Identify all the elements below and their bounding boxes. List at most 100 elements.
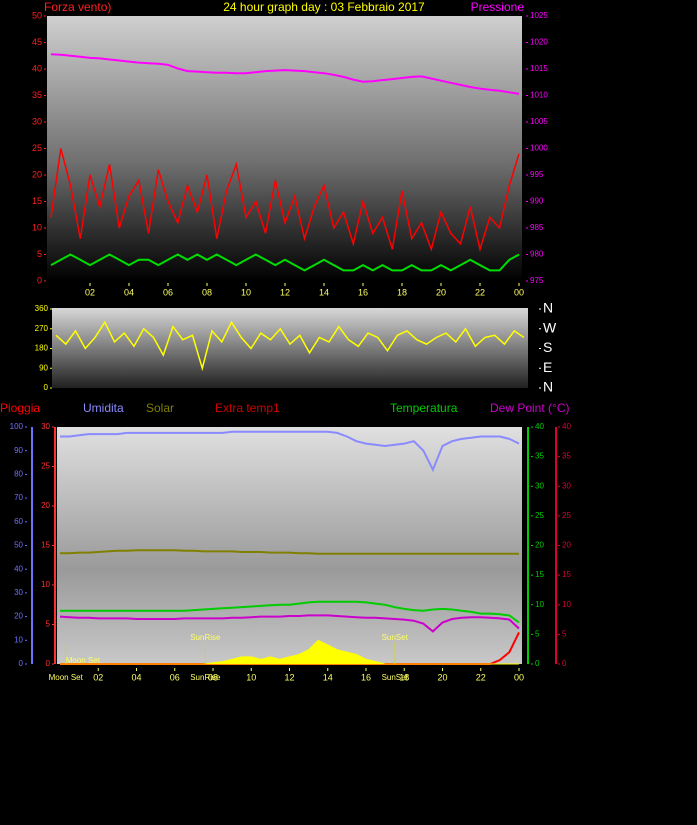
y-tick-label: 5 — [562, 629, 567, 638]
x-tick-label: 14 — [323, 672, 333, 682]
series-line — [60, 600, 520, 624]
annotation: Moon Set — [66, 656, 101, 665]
annotation: SunRise — [190, 673, 221, 682]
series-line — [60, 430, 520, 473]
x-tick-label: 20 — [437, 672, 447, 682]
y-tick-label: 975 — [530, 276, 544, 285]
y-tick-label: 25 — [535, 511, 544, 520]
legend-label: Pioggia — [0, 401, 40, 415]
y-tick-label: 10 — [32, 222, 42, 232]
x-tick-label: 12 — [280, 287, 290, 297]
y-tick-label: W — [543, 319, 557, 335]
series-line — [50, 148, 520, 253]
y-tick-label: 1025 — [530, 11, 548, 20]
y-tick-label: 10 — [14, 635, 23, 644]
y-tick-label: 10 — [41, 580, 50, 589]
x-tick-label: 06 — [170, 672, 180, 682]
x-tick-label: 02 — [93, 672, 103, 682]
y-tick-label: N — [543, 300, 553, 316]
y-tick-label: 15 — [32, 196, 42, 206]
y-tick-label: 20 — [41, 501, 50, 510]
y-tick-label: 100 — [10, 422, 24, 431]
series-line — [60, 549, 519, 555]
y-tick-label: 30 — [14, 588, 23, 597]
legend-label: Dew Point (°C) — [490, 401, 569, 415]
y-tick-label: 15 — [562, 570, 571, 579]
y-tick-label: S — [543, 339, 552, 355]
x-tick-label: 06 — [163, 287, 173, 297]
y-tick-label: 50 — [32, 10, 42, 20]
y-tick-label: 15 — [41, 541, 50, 550]
y-tick-label: 35 — [535, 452, 544, 461]
legend-label: Temperatura — [390, 401, 458, 415]
annotation: Moon Set — [49, 673, 84, 682]
annotation: SunSet — [382, 633, 409, 642]
x-tick-label: 08 — [202, 287, 212, 297]
y-tick-label: 25 — [562, 511, 571, 520]
y-tick-label: 80 — [14, 470, 23, 479]
y-tick-label: 985 — [530, 223, 544, 232]
series-area — [60, 639, 519, 665]
y-tick-label: 0 — [19, 659, 24, 668]
y-tick-label: 5 — [37, 249, 42, 259]
plot-area — [52, 308, 528, 388]
x-tick-label: 08 — [208, 672, 218, 682]
y-tick-label: 15 — [535, 570, 544, 579]
y-tick-label: 0 — [46, 659, 51, 668]
annotation: SunSet — [382, 673, 409, 682]
y-tick-label: 995 — [530, 170, 544, 179]
y-tick-label: 25 — [32, 143, 42, 153]
legend-label: Extra temp1 — [215, 401, 280, 415]
y-tick-label: 45 — [32, 37, 42, 47]
y-tick-label: 10 — [562, 600, 571, 609]
y-tick-label: 40 — [14, 564, 23, 573]
x-tick-label: 22 — [475, 287, 485, 297]
annotation: SunRise — [190, 633, 221, 642]
y-tick-label: 0 — [535, 659, 540, 668]
chart-title: 24 hour graph day : 03 Febbraio 2017 — [223, 0, 425, 14]
x-tick-label: 10 — [241, 287, 251, 297]
y-tick-label: 40 — [535, 422, 544, 431]
y-tick-label: 1020 — [530, 38, 548, 47]
legend-label: Solar — [146, 401, 174, 415]
series-line — [55, 320, 525, 372]
y-axis-label: Forza vento) — [44, 0, 111, 14]
x-tick-label: 18 — [399, 672, 409, 682]
y-tick-label: E — [543, 359, 552, 375]
x-tick-label: 04 — [131, 672, 141, 682]
y-tick-label: 20 — [535, 541, 544, 550]
y-tick-label: 0 — [44, 383, 49, 392]
y-tick-label: 30 — [535, 481, 544, 490]
y2-axis-label: Pressione — [471, 0, 525, 14]
x-tick-label: 04 — [124, 287, 134, 297]
y-tick-label: 980 — [530, 250, 544, 259]
y-tick-label: 10 — [535, 600, 544, 609]
x-tick-label: 18 — [397, 287, 407, 297]
y-tick-label: 90 — [39, 363, 48, 372]
y-tick-label: 1005 — [530, 117, 548, 126]
y-tick-label: 180 — [35, 344, 49, 353]
y-tick-label: 70 — [14, 493, 23, 502]
x-tick-label: 16 — [361, 672, 371, 682]
y-tick-label: 40 — [32, 63, 42, 73]
y-tick-label: 20 — [32, 169, 42, 179]
y-tick-label: 1015 — [530, 64, 548, 73]
y-tick-label: 50 — [14, 541, 23, 550]
y-tick-label: 990 — [530, 197, 544, 206]
x-tick-label: 20 — [436, 287, 446, 297]
plot-area — [47, 16, 522, 281]
x-tick-label: 12 — [284, 672, 294, 682]
y-tick-label: 5 — [535, 629, 540, 638]
series-line — [50, 253, 520, 272]
x-tick-label: 16 — [358, 287, 368, 297]
y-tick-label: N — [543, 379, 553, 395]
series-line — [59, 614, 520, 633]
y-tick-label: 360 — [35, 304, 49, 313]
x-tick-label: 00 — [514, 672, 524, 682]
y-tick-label: 25 — [41, 462, 50, 471]
y-tick-label: 20 — [562, 541, 571, 550]
y-tick-label: 40 — [562, 422, 571, 431]
y-tick-label: 30 — [41, 422, 50, 431]
plot-area — [57, 427, 522, 664]
y-tick-label: 0 — [37, 275, 42, 285]
